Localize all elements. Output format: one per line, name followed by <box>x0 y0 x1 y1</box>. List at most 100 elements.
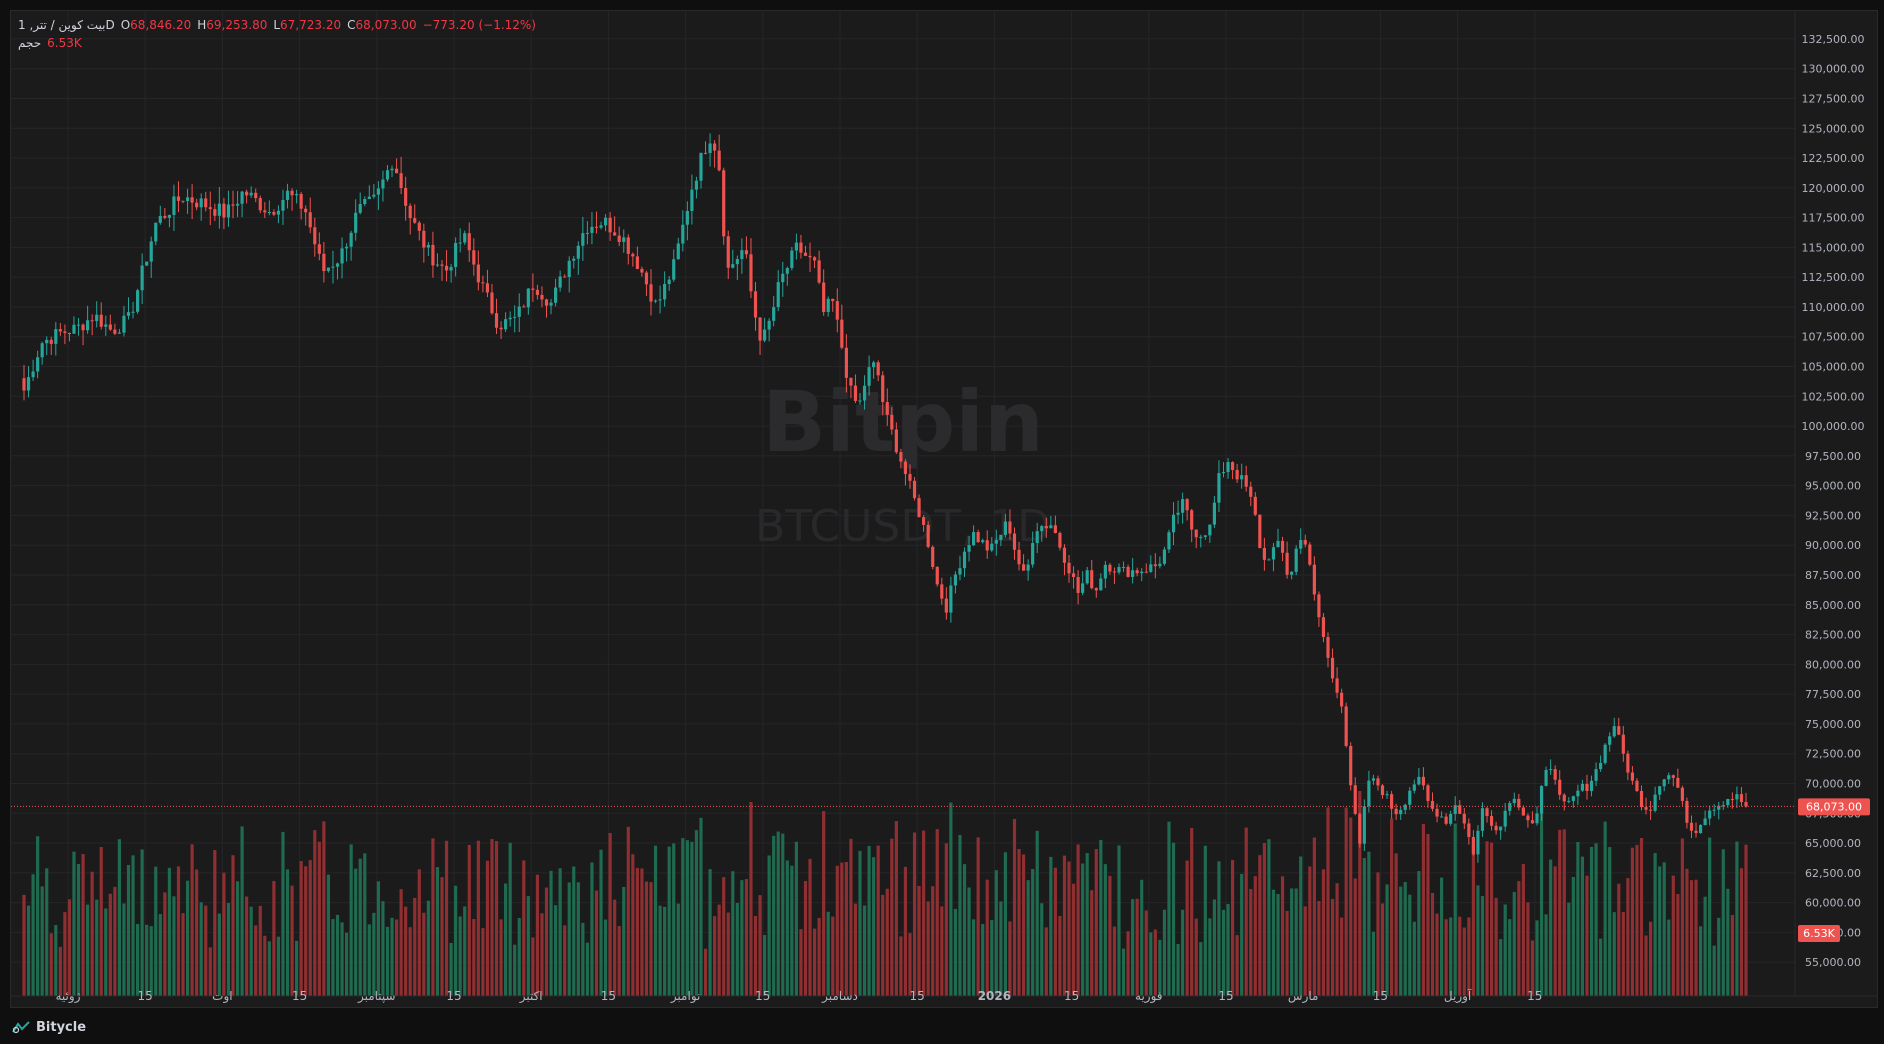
candle-body[interactable] <box>1158 563 1162 567</box>
price-axis[interactable]: 132,500.00 130,000.00 127,500.00 125,000.00… <box>1794 11 1864 996</box>
candle-body[interactable] <box>285 190 290 200</box>
candle-body[interactable] <box>267 211 271 213</box>
candle-body[interactable] <box>472 250 476 265</box>
candle-body[interactable] <box>513 316 517 318</box>
candle-body[interactable] <box>113 329 117 334</box>
candle-body[interactable] <box>1317 594 1321 618</box>
candle-body[interactable] <box>1203 535 1207 537</box>
candle-body[interactable] <box>1453 805 1457 814</box>
candle-body[interactable] <box>763 329 767 341</box>
candle-body[interactable] <box>1299 540 1303 549</box>
candle-body[interactable] <box>108 324 112 330</box>
candle-body[interactable] <box>1162 549 1167 564</box>
candle-body[interactable] <box>1058 533 1062 548</box>
candle-body[interactable] <box>335 263 340 267</box>
candle-body[interactable] <box>935 566 939 585</box>
candle-body[interactable] <box>1639 790 1644 808</box>
candle-body[interactable] <box>1049 525 1053 529</box>
candle-body[interactable] <box>1044 526 1048 529</box>
candle-body[interactable] <box>590 226 594 233</box>
candle-body[interactable] <box>458 242 462 244</box>
candle-body[interactable] <box>958 568 962 575</box>
candle-body[interactable] <box>317 244 321 254</box>
candle-body[interactable] <box>953 574 958 586</box>
candle-body[interactable] <box>731 264 735 268</box>
candle-body[interactable] <box>1703 818 1707 826</box>
candle-body[interactable] <box>912 480 917 499</box>
candle-body[interactable] <box>808 255 812 258</box>
candle-body[interactable] <box>1031 543 1035 565</box>
candle-body[interactable] <box>63 331 67 333</box>
candle-body[interactable] <box>1467 823 1471 837</box>
candle-body[interactable] <box>926 524 930 547</box>
candle-body[interactable] <box>572 258 576 261</box>
candle-body[interactable] <box>422 230 426 248</box>
candle-body[interactable] <box>394 168 399 174</box>
candle-body[interactable] <box>1181 499 1185 513</box>
candle-body[interactable] <box>976 532 980 543</box>
candle-body[interactable] <box>644 272 649 285</box>
candle-body[interactable] <box>708 143 712 154</box>
candle-body[interactable] <box>1403 804 1407 810</box>
candle-body[interactable] <box>363 199 367 204</box>
candle-body[interactable] <box>1021 564 1026 571</box>
candle-body[interactable] <box>1658 786 1662 795</box>
candle-body[interactable] <box>812 257 817 261</box>
candle-body[interactable] <box>1249 486 1253 497</box>
candle-body[interactable] <box>753 291 758 318</box>
candle-body[interactable] <box>726 236 730 268</box>
candle-body[interactable] <box>390 168 394 171</box>
candle-body[interactable] <box>490 292 494 314</box>
candle-body[interactable] <box>631 253 635 257</box>
candle-body[interactable] <box>272 211 276 215</box>
candle-body[interactable] <box>1558 779 1562 795</box>
candle-body[interactable] <box>276 210 281 215</box>
candle-body[interactable] <box>1585 783 1589 792</box>
candle-body[interactable] <box>258 198 262 211</box>
candle-body[interactable] <box>417 222 421 231</box>
candle-body[interactable] <box>249 192 253 196</box>
candle-body[interactable] <box>776 282 780 308</box>
candle-body[interactable] <box>354 212 358 233</box>
candle-body[interactable] <box>1294 548 1298 572</box>
candle-body[interactable] <box>1567 800 1571 802</box>
candle-body[interactable] <box>594 226 599 228</box>
candle-body[interactable] <box>531 288 535 290</box>
candle-body[interactable] <box>962 551 967 569</box>
candle-body[interactable] <box>1212 502 1216 525</box>
candle-body[interactable] <box>322 253 326 272</box>
candle-body[interactable] <box>1144 571 1148 573</box>
candle-body[interactable] <box>1503 810 1507 827</box>
candle-body[interactable] <box>517 306 521 317</box>
candle-body[interactable] <box>844 347 848 378</box>
candle-body[interactable] <box>690 189 694 211</box>
candle-body[interactable] <box>972 532 976 546</box>
candle-body[interactable] <box>1244 475 1248 487</box>
candle-body[interactable] <box>1530 820 1535 824</box>
candle-body[interactable] <box>385 170 390 180</box>
candle-body[interactable] <box>1630 772 1635 781</box>
candle-body[interactable] <box>581 233 585 246</box>
candle-body[interactable] <box>749 254 753 292</box>
candle-body[interactable] <box>1230 462 1235 470</box>
candle-body[interactable] <box>876 362 880 376</box>
candle-body[interactable] <box>54 329 58 344</box>
candle-body[interactable] <box>1026 564 1030 571</box>
candle-body[interactable] <box>949 585 953 613</box>
candle-body[interactable] <box>1094 588 1098 591</box>
candle-body[interactable] <box>1694 830 1698 834</box>
candle-body[interactable] <box>1535 813 1539 824</box>
symbol-label[interactable]: بیت کوین / تتر, 1D <box>18 18 115 32</box>
candle-body[interactable] <box>767 320 771 330</box>
candle-body[interactable] <box>1399 809 1403 815</box>
candle-body[interactable] <box>549 302 553 306</box>
candle-body[interactable] <box>463 233 467 243</box>
candle-body[interactable] <box>240 191 244 204</box>
candle-body[interactable] <box>158 215 162 223</box>
candle-body[interactable] <box>1730 799 1734 801</box>
candle-body[interactable] <box>485 283 490 293</box>
candle-body[interactable] <box>713 143 717 151</box>
candle-body[interactable] <box>195 202 199 208</box>
candle-body[interactable] <box>1580 783 1585 791</box>
candle-body[interactable] <box>36 357 40 372</box>
